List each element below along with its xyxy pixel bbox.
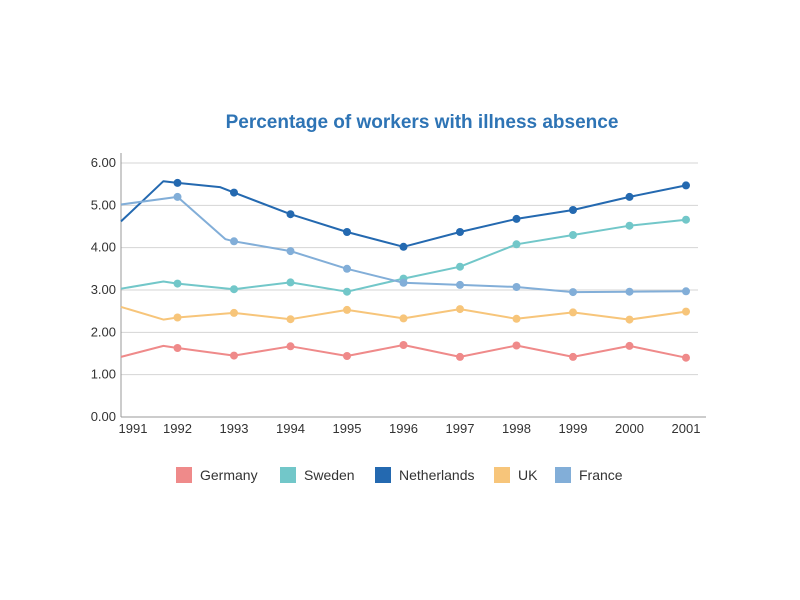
legend: Germany Sweden Netherlands UK France bbox=[176, 467, 623, 483]
series-france bbox=[120, 192, 690, 297]
axes: 0.00 1.00 2.00 3.00 4.00 5.00 6.00 1991 1992 1993… bbox=[91, 153, 706, 436]
data-point bbox=[569, 231, 577, 239]
data-point bbox=[173, 178, 182, 187]
data-point bbox=[173, 313, 182, 322]
series-netherlands bbox=[120, 178, 690, 251]
data-point bbox=[399, 278, 408, 287]
data-point bbox=[682, 287, 690, 296]
x-tick-label: 1997 bbox=[446, 421, 475, 436]
series-line bbox=[120, 180, 687, 248]
data-point bbox=[456, 352, 464, 361]
legend-swatch bbox=[176, 467, 192, 483]
data-point bbox=[569, 288, 577, 297]
legend-label: Germany bbox=[200, 467, 258, 483]
legend-item: UK bbox=[494, 467, 538, 483]
data-point bbox=[625, 287, 634, 296]
data-point bbox=[230, 188, 238, 197]
data-point bbox=[569, 352, 577, 361]
data-point bbox=[286, 210, 295, 219]
x-tick-label: 2000 bbox=[615, 421, 644, 436]
legend-item: Sweden bbox=[280, 467, 355, 483]
x-tick-label: 1996 bbox=[389, 421, 418, 436]
data-point bbox=[682, 215, 690, 224]
y-tick-label: 0.00 bbox=[91, 409, 116, 424]
legend-item: Germany bbox=[176, 467, 258, 483]
x-tick-label: 1999 bbox=[559, 421, 588, 436]
data-point bbox=[343, 264, 351, 273]
data-point bbox=[343, 228, 351, 236]
series-sweden bbox=[120, 215, 690, 296]
data-point bbox=[230, 285, 238, 294]
data-point bbox=[173, 344, 182, 352]
data-point bbox=[230, 308, 238, 317]
series-germany bbox=[120, 341, 690, 362]
x-tick-label: 1995 bbox=[333, 421, 362, 436]
data-point bbox=[512, 240, 521, 249]
data-point bbox=[456, 262, 464, 271]
data-point bbox=[343, 287, 351, 296]
data-point bbox=[399, 341, 408, 349]
legend-label: France bbox=[579, 467, 623, 483]
gridlines bbox=[121, 162, 698, 376]
data-point bbox=[625, 341, 634, 350]
legend-swatch bbox=[375, 467, 391, 483]
data-point bbox=[569, 308, 577, 317]
x-tick-label: 1994 bbox=[276, 421, 305, 436]
data-point bbox=[625, 221, 634, 230]
data-point bbox=[399, 314, 408, 323]
x-tick-label: 2001 bbox=[672, 421, 701, 436]
data-point bbox=[173, 279, 182, 288]
x-tick-label: 1992 bbox=[163, 421, 192, 436]
legend-swatch bbox=[494, 467, 510, 483]
data-point bbox=[456, 228, 464, 236]
data-point bbox=[399, 242, 408, 251]
data-point bbox=[512, 314, 521, 323]
data-point bbox=[173, 192, 182, 201]
data-point bbox=[682, 181, 690, 190]
chart-title: Percentage of workers with illness absen… bbox=[226, 112, 619, 133]
legend-swatch bbox=[280, 467, 296, 483]
data-point bbox=[286, 315, 295, 324]
legend-label: Sweden bbox=[304, 467, 355, 483]
data-point bbox=[625, 315, 634, 324]
legend-swatch bbox=[555, 467, 571, 483]
legend-label: Netherlands bbox=[399, 467, 475, 483]
data-point bbox=[625, 192, 634, 201]
data-point bbox=[343, 305, 351, 314]
series-lines bbox=[120, 178, 690, 362]
series-uk bbox=[120, 305, 690, 324]
y-tick-label: 4.00 bbox=[91, 240, 116, 255]
legend-item: Netherlands bbox=[375, 467, 475, 483]
y-tick-label: 6.00 bbox=[91, 155, 116, 170]
x-tick-label: 1993 bbox=[220, 421, 249, 436]
data-point bbox=[512, 283, 521, 291]
data-point bbox=[456, 305, 464, 314]
data-point bbox=[230, 237, 238, 246]
y-tick-label: 1.00 bbox=[91, 367, 116, 382]
x-tick-label: 1991 bbox=[119, 421, 148, 436]
y-tick-label: 2.00 bbox=[91, 324, 116, 339]
data-point bbox=[512, 214, 521, 223]
data-point bbox=[456, 280, 464, 289]
series-line bbox=[120, 195, 687, 294]
data-point bbox=[286, 342, 295, 351]
data-point bbox=[286, 247, 295, 256]
y-tick-label: 3.00 bbox=[91, 282, 116, 297]
x-tick-label: 1998 bbox=[502, 421, 531, 436]
y-tick-label: 5.00 bbox=[91, 197, 116, 212]
legend-item: France bbox=[555, 467, 623, 483]
data-point bbox=[682, 353, 690, 362]
data-point bbox=[569, 206, 577, 214]
legend-label: UK bbox=[518, 467, 538, 483]
data-point bbox=[230, 351, 238, 360]
data-point bbox=[682, 307, 690, 316]
data-point bbox=[512, 341, 521, 350]
data-point bbox=[286, 278, 295, 287]
data-point bbox=[343, 352, 351, 360]
